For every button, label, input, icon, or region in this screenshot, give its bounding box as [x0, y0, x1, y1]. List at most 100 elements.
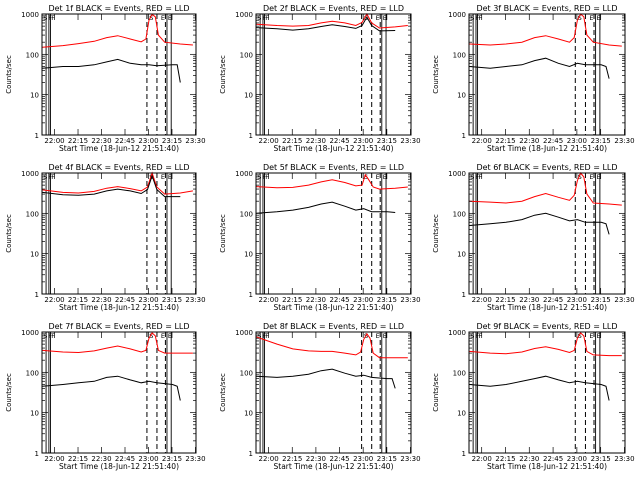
x-axis-label: Start Time (18-Jun-12 21:51:40) [274, 144, 394, 153]
events-series-line [469, 375, 610, 401]
detector-panel-7: Det 7f BLACK = Events, RED = LLD Counts/s… [5, 322, 206, 471]
detector-panel-2: Det 2f BLACK = Events, RED = LLD Counts/s… [219, 4, 421, 153]
interval-marker: S [149, 14, 153, 22]
plot-frame [468, 13, 626, 136]
x-axis-label: Start Time (18-Jun-12 21:51:40) [59, 303, 179, 312]
interval-marker: E [161, 332, 165, 340]
interval-marker: S [364, 173, 368, 181]
interval-marker: E [168, 14, 172, 22]
y-tick-label: 1000 [448, 11, 466, 19]
plot-frame [255, 13, 412, 136]
interval-marker: S [149, 332, 153, 340]
y-axis-label: Counts/sec [432, 373, 440, 412]
x-tick-label: 23:15 [377, 296, 397, 304]
x-tick-label: 23:00 [567, 296, 587, 304]
y-tick-label: 1000 [448, 170, 466, 178]
y-tick-label: 1000 [235, 11, 253, 19]
y-tick-label: 100 [453, 51, 466, 59]
panel-title: Det 1f BLACK = Events, RED = LLD [48, 4, 189, 13]
y-tick-label: 10 [244, 410, 253, 418]
interval-marker: S [578, 332, 582, 340]
y-tick-label: 10 [30, 251, 39, 259]
detector-panel-8: Det 8f BLACK = Events, RED = LLD Counts/s… [219, 322, 421, 471]
x-tick-label: 22:45 [115, 137, 135, 145]
x-axis-label: Start Time (18-Jun-12 21:51:40) [59, 462, 179, 471]
y-tick-label: 1000 [21, 11, 39, 19]
interval-marker: S [43, 14, 47, 22]
x-tick-label: 22:45 [115, 455, 135, 463]
x-tick-label: 22:15 [68, 137, 88, 145]
plot-frame [41, 172, 197, 295]
y-tick-label: 100 [240, 210, 253, 218]
interval-marker: E [376, 14, 380, 22]
x-axis-label: Start Time (18-Jun-12 21:51:40) [487, 144, 607, 153]
x-axis-label: Start Time (18-Jun-12 21:51:40) [487, 462, 607, 471]
x-tick-label: 22:15 [68, 296, 88, 304]
interval-marker: E [589, 332, 593, 340]
x-tick-label: 22:30 [306, 296, 326, 304]
interval-marker: E [168, 332, 172, 340]
x-tick-label: 22:00 [472, 455, 492, 463]
y-axis-label: Counts/sec [432, 214, 440, 253]
y-tick-label: 100 [26, 210, 39, 218]
x-tick-label: 23:00 [138, 296, 158, 304]
y-tick-label: 10 [244, 92, 253, 100]
lld-series-line [469, 172, 622, 206]
panel-title: Det 9f BLACK = Events, RED = LLD [476, 322, 617, 331]
x-tick-label: 22:45 [543, 137, 563, 145]
x-tick-label: 23:00 [567, 455, 587, 463]
x-tick-label: 23:30 [614, 455, 634, 463]
detector-panel-6: Det 6f BLACK = Events, RED = LLD Counts/s… [432, 163, 635, 312]
events-series-line [42, 375, 181, 401]
x-tick-label: 23:15 [377, 137, 397, 145]
x-axis-label: Start Time (18-Jun-12 21:51:40) [274, 462, 394, 471]
y-tick-label: 1 [35, 291, 39, 299]
interval-marker: S [257, 332, 261, 340]
plot-frame [41, 331, 197, 454]
y-axis-label: Counts/sec [432, 55, 440, 94]
interval-marker: F [262, 173, 266, 181]
interval-marker: E [597, 332, 601, 340]
x-tick-label: 23:15 [591, 137, 611, 145]
x-tick-label: 23:15 [162, 455, 182, 463]
y-tick-label: 1 [462, 291, 466, 299]
y-tick-label: 1 [249, 132, 253, 140]
x-tick-label: 23:30 [400, 296, 420, 304]
x-tick-label: 22:15 [68, 455, 88, 463]
events-series-line [256, 16, 396, 32]
x-tick-label: 23:30 [185, 137, 205, 145]
y-tick-label: 1000 [448, 329, 466, 337]
y-tick-label: 10 [457, 251, 466, 259]
interval-marker: E [597, 14, 601, 22]
x-tick-label: 23:15 [377, 455, 397, 463]
x-tick-label: 22:30 [519, 296, 539, 304]
interval-marker: S [470, 332, 474, 340]
y-tick-label: 10 [30, 410, 39, 418]
x-tick-label: 22:30 [519, 455, 539, 463]
interval-marker: F [476, 173, 480, 181]
interval-marker: F [262, 14, 266, 22]
interval-marker: S [43, 173, 47, 181]
x-tick-label: 22:30 [519, 137, 539, 145]
y-tick-label: 1000 [235, 329, 253, 337]
interval-marker: S [578, 173, 582, 181]
interval-marker: F [51, 14, 55, 22]
events-series-line [42, 174, 181, 198]
interval-marker: F [51, 173, 55, 181]
x-tick-label: 22:30 [306, 455, 326, 463]
events-series-line [469, 212, 610, 235]
x-tick-label: 22:30 [91, 455, 111, 463]
x-tick-label: 22:15 [282, 137, 302, 145]
lld-series-line [256, 173, 408, 190]
x-tick-label: 22:45 [329, 137, 349, 145]
x-tick-label: 23:00 [138, 455, 158, 463]
y-tick-label: 1 [462, 132, 466, 140]
plot-frame [255, 331, 412, 454]
x-tick-label: 22:15 [495, 296, 515, 304]
y-axis-label: Counts/sec [5, 373, 13, 412]
panel-title: Det 2f BLACK = Events, RED = LLD [263, 4, 404, 13]
interval-marker: E [376, 332, 380, 340]
y-axis-label: Counts/sec [5, 55, 13, 94]
interval-marker: F [48, 14, 52, 22]
